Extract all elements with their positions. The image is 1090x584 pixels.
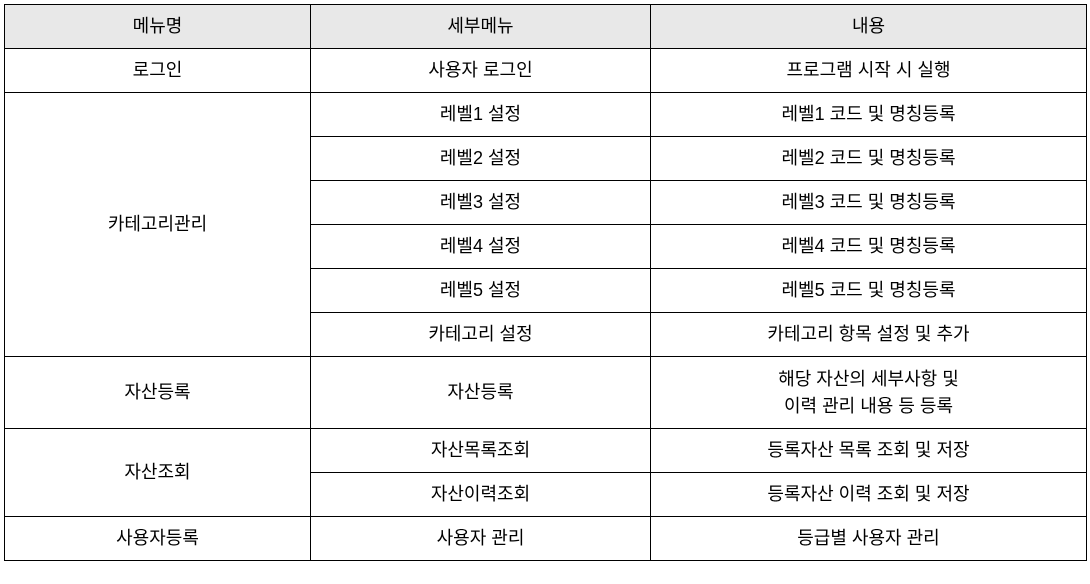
cell-content: 카테고리 항목 설정 및 추가 bbox=[651, 313, 1087, 357]
cell-submenu: 레벨4 설정 bbox=[311, 225, 651, 269]
cell-submenu: 레벨3 설정 bbox=[311, 181, 651, 225]
content-line2: 이력 관리 내용 등 등록 bbox=[784, 396, 953, 416]
cell-menu: 사용자등록 bbox=[5, 517, 311, 561]
cell-content: 레벨2 코드 및 명칭등록 bbox=[651, 137, 1087, 181]
table-row: 사용자등록 사용자 관리 등급별 사용자 관리 bbox=[5, 517, 1087, 561]
cell-submenu: 카테고리 설정 bbox=[311, 313, 651, 357]
cell-content: 레벨5 코드 및 명칭등록 bbox=[651, 269, 1087, 313]
table-row: 로그인 사용자 로그인 프로그램 시작 시 실행 bbox=[5, 49, 1087, 93]
cell-content: 등록자산 목록 조회 및 저장 bbox=[651, 429, 1087, 473]
cell-submenu: 레벨2 설정 bbox=[311, 137, 651, 181]
cell-submenu: 자산등록 bbox=[311, 357, 651, 429]
cell-content: 등록자산 이력 조회 및 저장 bbox=[651, 473, 1087, 517]
cell-content: 레벨1 코드 및 명칭등록 bbox=[651, 93, 1087, 137]
cell-content: 레벨4 코드 및 명칭등록 bbox=[651, 225, 1087, 269]
cell-content: 등급별 사용자 관리 bbox=[651, 517, 1087, 561]
cell-submenu: 레벨5 설정 bbox=[311, 269, 651, 313]
header-submenu: 세부메뉴 bbox=[311, 5, 651, 49]
cell-menu: 자산등록 bbox=[5, 357, 311, 429]
cell-submenu: 사용자 로그인 bbox=[311, 49, 651, 93]
menu-table: 메뉴명 세부메뉴 내용 로그인 사용자 로그인 프로그램 시작 시 실행 카테고… bbox=[4, 4, 1087, 561]
cell-content: 해당 자산의 세부사항 및 이력 관리 내용 등 등록 bbox=[651, 357, 1087, 429]
table-row: 자산조회 자산목록조회 등록자산 목록 조회 및 저장 bbox=[5, 429, 1087, 473]
header-content: 내용 bbox=[651, 5, 1087, 49]
cell-menu: 카테고리관리 bbox=[5, 93, 311, 357]
cell-menu: 자산조회 bbox=[5, 429, 311, 517]
header-menu: 메뉴명 bbox=[5, 5, 311, 49]
cell-submenu: 자산목록조회 bbox=[311, 429, 651, 473]
cell-submenu: 사용자 관리 bbox=[311, 517, 651, 561]
cell-menu: 로그인 bbox=[5, 49, 311, 93]
table-row: 자산등록 자산등록 해당 자산의 세부사항 및 이력 관리 내용 등 등록 bbox=[5, 357, 1087, 429]
cell-content: 레벨3 코드 및 명칭등록 bbox=[651, 181, 1087, 225]
content-line1: 해당 자산의 세부사항 및 bbox=[778, 369, 959, 389]
cell-submenu: 자산이력조회 bbox=[311, 473, 651, 517]
table-header-row: 메뉴명 세부메뉴 내용 bbox=[5, 5, 1087, 49]
cell-submenu: 레벨1 설정 bbox=[311, 93, 651, 137]
cell-content: 프로그램 시작 시 실행 bbox=[651, 49, 1087, 93]
table-row: 카테고리관리 레벨1 설정 레벨1 코드 및 명칭등록 bbox=[5, 93, 1087, 137]
